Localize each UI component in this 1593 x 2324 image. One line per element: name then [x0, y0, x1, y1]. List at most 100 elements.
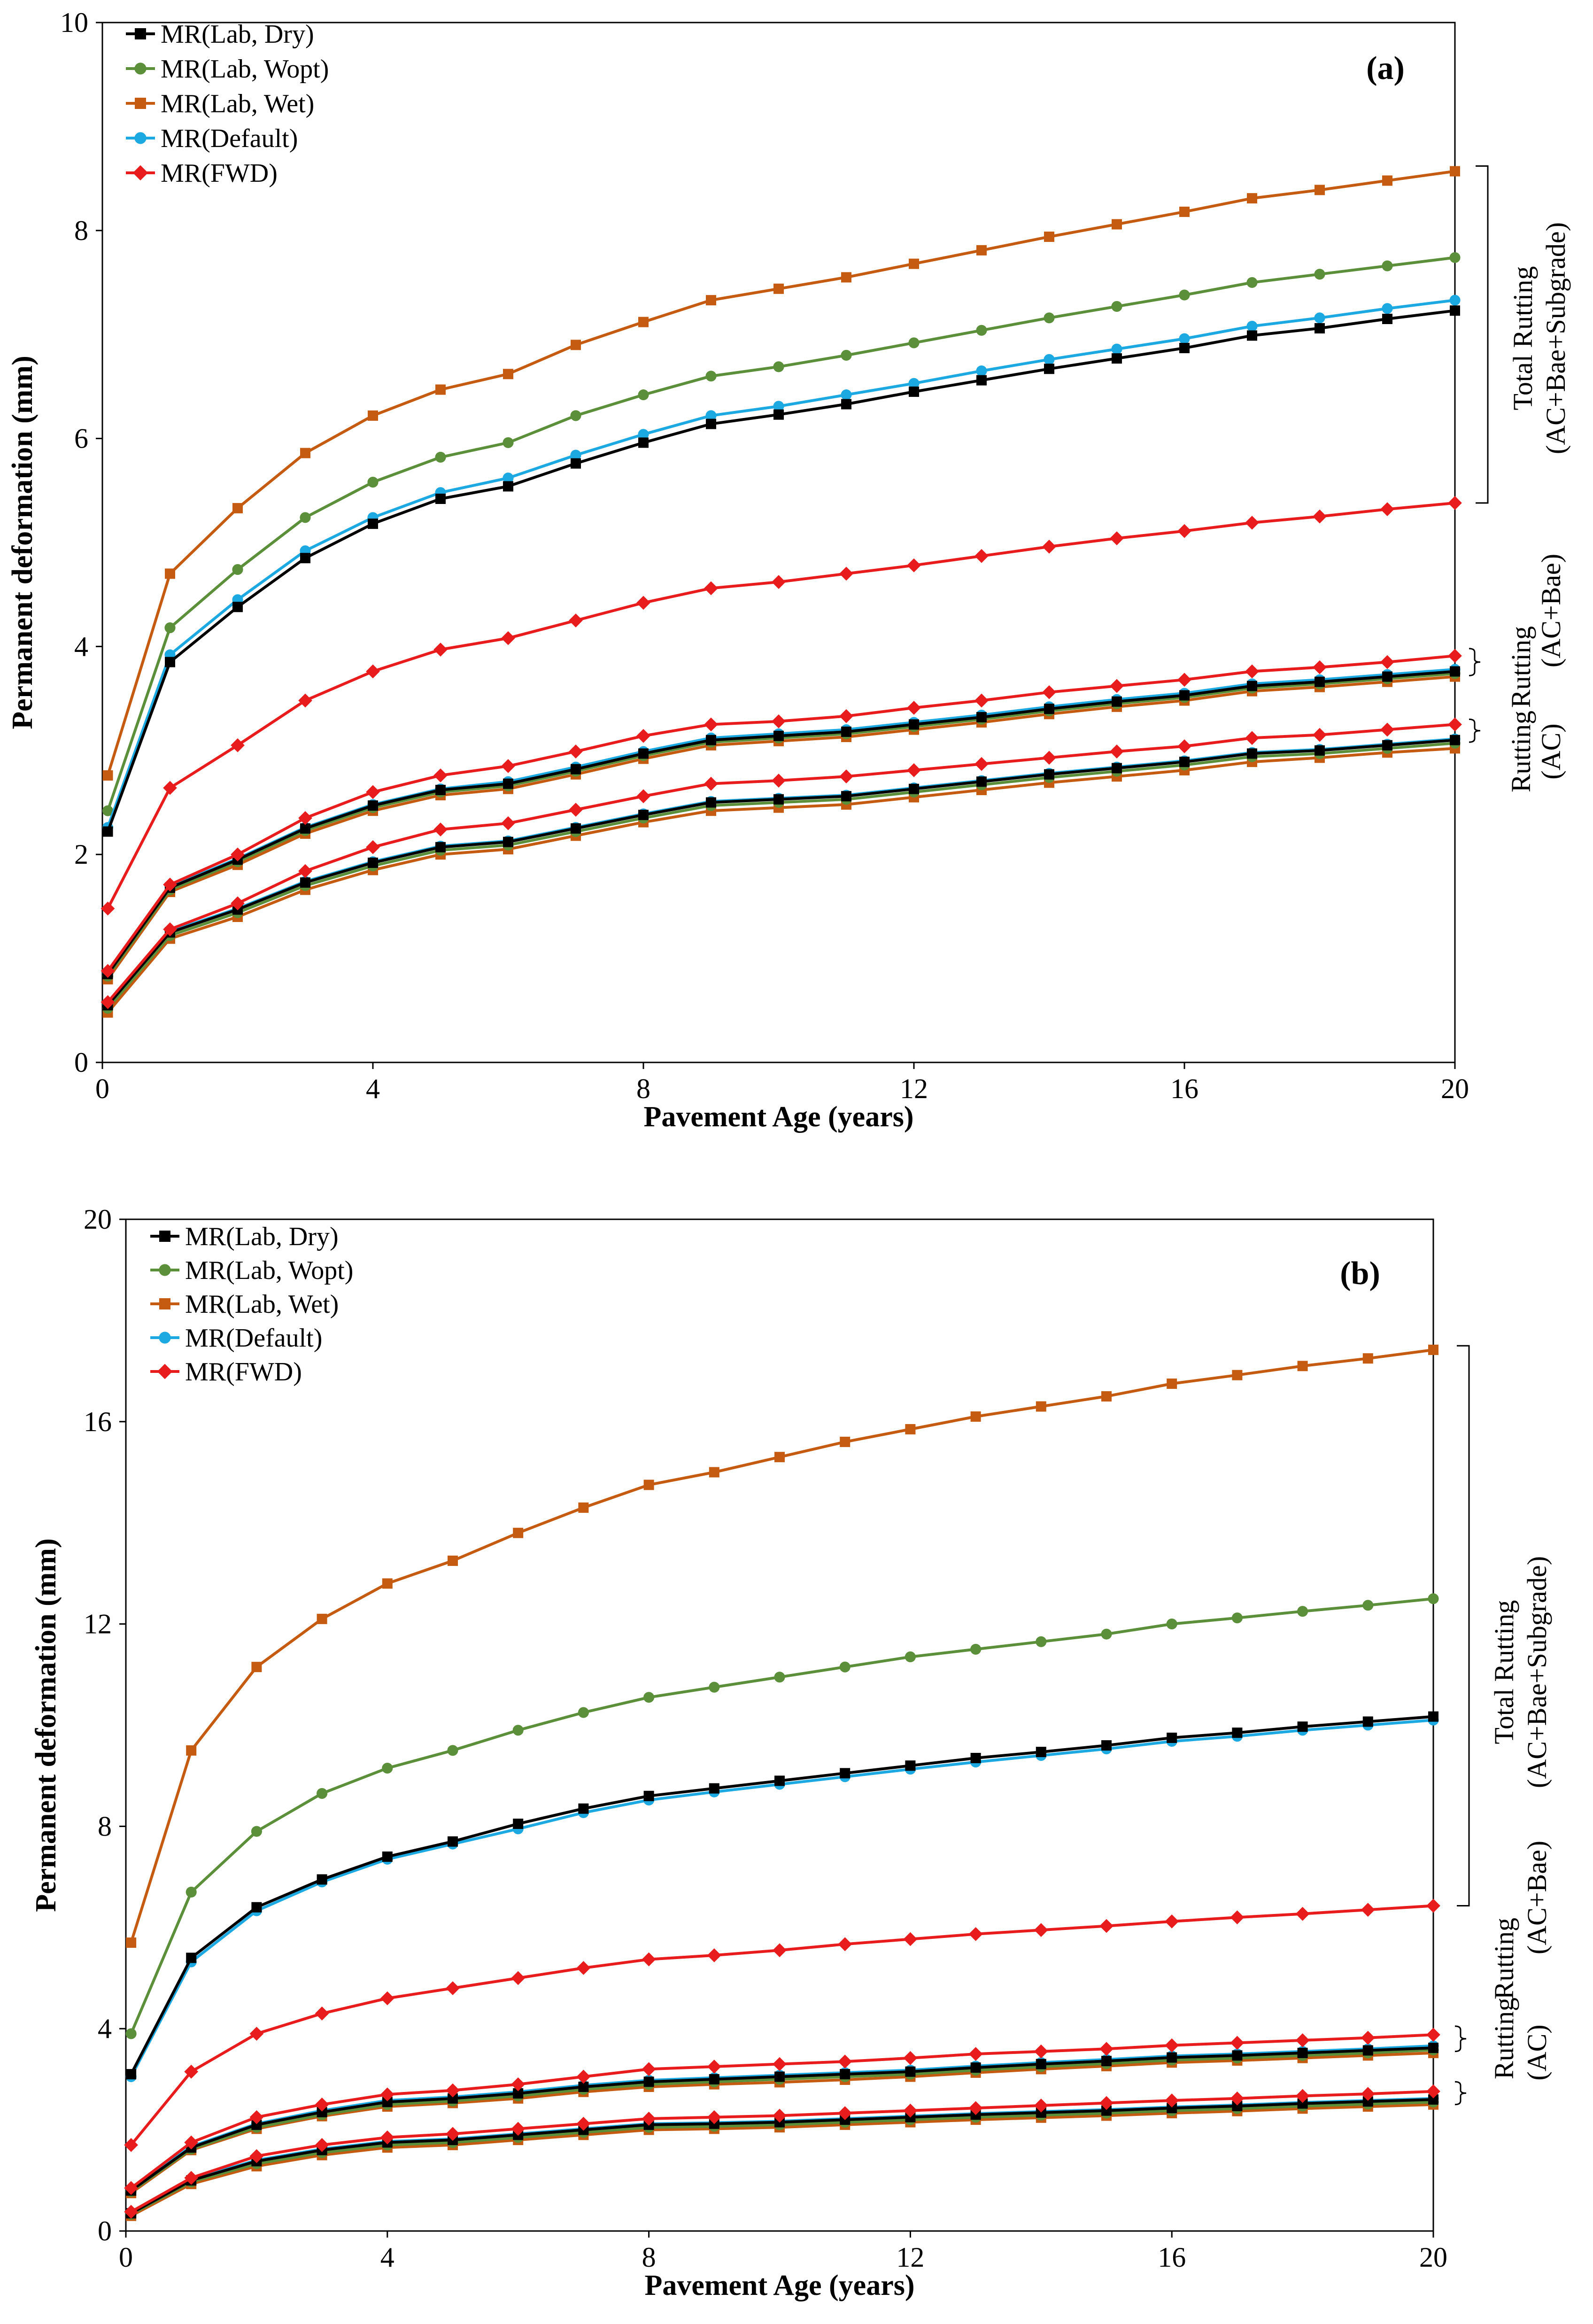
data-point: [1099, 1919, 1114, 1933]
data-point: [251, 2119, 262, 2130]
data-point: [380, 1991, 394, 2006]
data-point: [772, 575, 786, 589]
data-point: [1315, 676, 1325, 687]
data-point: [569, 613, 583, 627]
data-point: [1428, 1593, 1439, 1604]
data-point: [1315, 323, 1325, 333]
data-point: [1110, 744, 1124, 759]
data-point: [163, 781, 177, 795]
data-point: [1245, 731, 1259, 745]
x-tick-label: 16: [1158, 2242, 1186, 2273]
legend-marker: [157, 1363, 173, 1379]
rutting-annotation: (AC): [1522, 2024, 1552, 2080]
data-point: [841, 349, 852, 361]
data-point: [841, 791, 851, 802]
data-point: [1314, 269, 1325, 280]
data-point: [249, 2027, 264, 2041]
data-point: [1295, 1906, 1310, 1921]
x-tick-label: 16: [1170, 1073, 1199, 1104]
data-point: [909, 386, 919, 397]
data-point: [570, 410, 581, 421]
data-point: [841, 389, 852, 401]
data-point: [772, 714, 786, 728]
data-point: [907, 701, 921, 715]
legend-marker: [135, 28, 146, 39]
data-point: [125, 2028, 137, 2039]
data-point: [317, 1874, 327, 1885]
data-point: [446, 2127, 460, 2141]
data-point: [1044, 354, 1055, 365]
rutting-annotation: (AC+Bae+Subgrade): [1522, 1556, 1552, 1788]
data-point: [1315, 745, 1325, 756]
data-point: [1044, 312, 1055, 324]
data-point: [642, 2112, 656, 2126]
data-point: [511, 2122, 526, 2136]
data-point: [571, 458, 581, 469]
data-point: [1111, 343, 1122, 355]
data-point: [382, 2097, 393, 2107]
data-point: [903, 1932, 918, 1946]
data-point: [433, 768, 448, 782]
data-point: [838, 2054, 852, 2069]
brace-ac: [1469, 718, 1481, 743]
data-point: [841, 272, 851, 283]
data-point: [300, 553, 310, 564]
data-point: [1380, 722, 1394, 737]
data-point: [1101, 1391, 1112, 1402]
data-point: [1042, 540, 1056, 554]
data-point: [709, 1681, 720, 1693]
data-point: [298, 864, 312, 878]
data-point: [1167, 1732, 1177, 1743]
data-point: [163, 922, 177, 937]
data-point: [448, 1836, 458, 1847]
data-point: [367, 477, 379, 488]
data-point: [1036, 1401, 1046, 1412]
legend-entry: MR(Default): [126, 124, 298, 153]
data-point: [251, 1826, 262, 1837]
data-point: [1450, 735, 1460, 745]
data-point: [838, 1937, 852, 1952]
y-tick-label: 10: [60, 7, 88, 38]
legend-label: MR(Lab, Wet): [185, 1290, 339, 1319]
data-point: [448, 2093, 458, 2104]
data-point: [251, 1662, 262, 1673]
data-point: [186, 1952, 197, 1963]
data-point: [368, 800, 378, 811]
data-point: [1382, 260, 1393, 271]
data-point: [839, 709, 853, 723]
data-point: [317, 1788, 328, 1799]
data-point: [636, 596, 650, 610]
data-point: [773, 2057, 787, 2071]
data-point: [503, 369, 513, 380]
data-point: [251, 1902, 262, 1913]
data-point: [184, 2135, 199, 2150]
data-point: [643, 1480, 654, 1490]
data-point: [1245, 664, 1259, 679]
legend-label: MR(Lab, Dry): [161, 20, 314, 49]
data-point: [1362, 2096, 1373, 2107]
data-point: [503, 473, 514, 484]
data-point: [435, 451, 446, 463]
data-point: [435, 784, 446, 795]
data-point: [1099, 2096, 1114, 2110]
data-point: [382, 1851, 393, 1862]
data-point: [643, 1692, 655, 1703]
data-point: [102, 805, 114, 816]
series-line: [107, 654, 1455, 972]
data-point: [643, 2076, 654, 2087]
data-point: [839, 769, 853, 783]
data-point: [1179, 206, 1190, 217]
data-point: [513, 1819, 524, 1829]
data-point: [841, 399, 851, 410]
series-group-1: [101, 649, 1462, 984]
data-point: [1361, 2087, 1375, 2101]
x-tick-label: 20: [1441, 1073, 1469, 1104]
data-point: [448, 1555, 458, 1566]
data-point: [1448, 717, 1462, 732]
data-point: [908, 337, 920, 349]
rutting-annotation: (AC): [1536, 723, 1566, 779]
y-tick-label: 20: [84, 1204, 112, 1235]
data-point: [773, 1943, 787, 1958]
data-point: [709, 2074, 719, 2084]
data-point: [1036, 1747, 1046, 1758]
